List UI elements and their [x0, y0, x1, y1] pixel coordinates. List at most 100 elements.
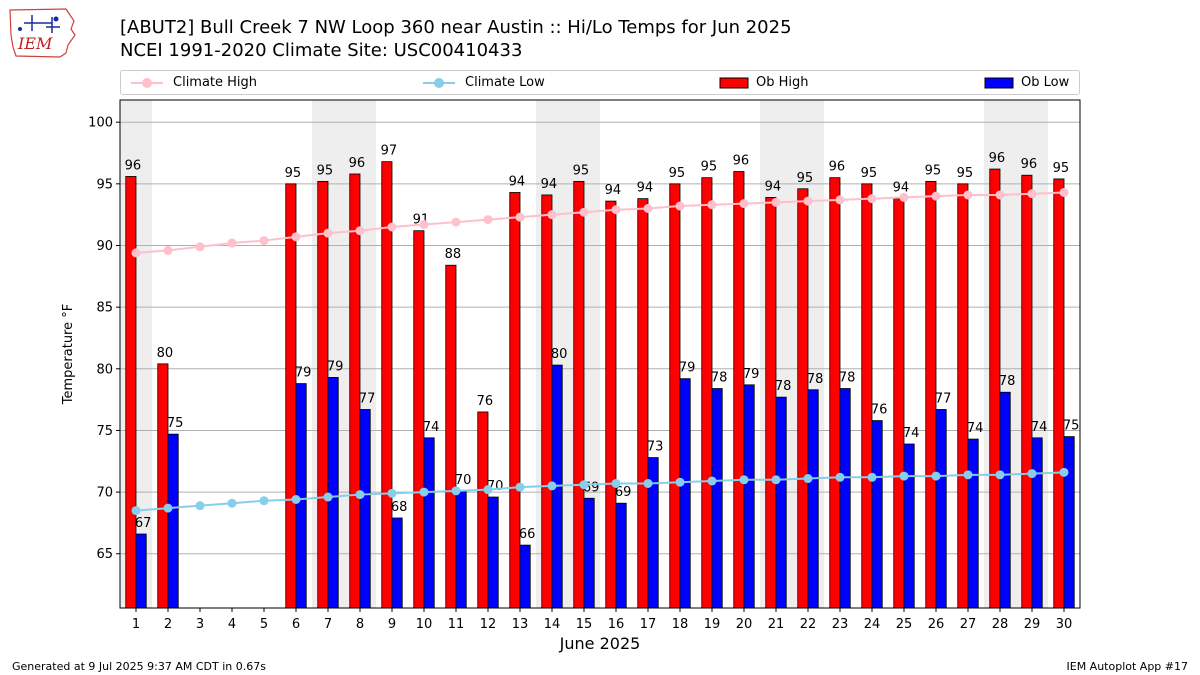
- ob-low-label: 79: [679, 361, 696, 376]
- y-tick-label: 95: [96, 177, 113, 192]
- ob-high-bar: [733, 171, 745, 609]
- ob-high-label: 96: [733, 154, 750, 169]
- climate-high-point: [579, 207, 589, 217]
- climate-low-point: [931, 471, 941, 481]
- x-tick-label: 12: [480, 617, 497, 632]
- ob-low-bar: [903, 443, 915, 609]
- climate-high-point: [259, 236, 269, 246]
- x-tick-label: 9: [388, 617, 396, 632]
- ob-low-label: 79: [327, 359, 344, 374]
- ob-high-bar: [861, 183, 873, 609]
- x-axis-label: June 2025: [559, 634, 641, 653]
- chart-title: [ABUT2] Bull Creek 7 NW Loop 360 near Au…: [120, 17, 792, 38]
- x-tick-label: 20: [736, 617, 753, 632]
- ob-high-bar: [573, 180, 585, 609]
- ob-high-bar: [285, 183, 297, 609]
- x-tick-label: 19: [704, 617, 721, 632]
- ob-low-bar: [519, 544, 531, 609]
- ob-high-label: 95: [701, 160, 718, 175]
- legend-label: Climate Low: [465, 75, 545, 90]
- ob-high-label: 95: [861, 166, 878, 181]
- climate-high-point: [739, 199, 749, 209]
- ob-high-bar: [605, 200, 617, 609]
- climate-high-point: [675, 201, 685, 211]
- ob-low-label: 80: [551, 347, 568, 362]
- ob-high-bar: [509, 192, 521, 609]
- climate-high-point: [131, 248, 141, 258]
- climate-high-point: [643, 204, 653, 214]
- climate-low-point: [995, 470, 1005, 480]
- climate-high-point: [1059, 187, 1069, 197]
- y-tick-label: 70: [96, 486, 113, 501]
- ob-low-label: 70: [455, 473, 472, 488]
- ob-low-label: 74: [423, 420, 440, 435]
- y-tick-label: 80: [96, 362, 113, 377]
- ob-low-bar: [871, 420, 883, 609]
- ob-high-label: 95: [285, 166, 302, 181]
- climate-high-point: [419, 220, 429, 230]
- climate-low-point: [867, 472, 877, 482]
- climate-low-point: [131, 506, 141, 516]
- x-tick-label: 27: [960, 617, 977, 632]
- climate-low-point: [707, 476, 717, 486]
- ob-high-bar: [477, 411, 489, 609]
- climate-high-point: [963, 190, 973, 200]
- ob-low-bar: [775, 396, 787, 609]
- climate-low-point: [547, 481, 557, 491]
- ob-high-bar: [893, 198, 905, 609]
- ob-high-label: 96: [349, 156, 366, 171]
- ob-low-bar: [583, 497, 595, 609]
- climate-low-point: [1059, 467, 1069, 477]
- x-tick-label: 5: [260, 617, 268, 632]
- x-tick-label: 16: [608, 617, 625, 632]
- legend-marker-climate-high: [131, 78, 163, 88]
- x-tick-label: 22: [800, 617, 817, 632]
- ob-high-label: 88: [445, 247, 462, 262]
- x-tick-label: 10: [416, 617, 433, 632]
- y-tick-label: 90: [96, 239, 113, 254]
- chart-subtitle: NCEI 1991-2020 Climate Site: USC00410433: [120, 40, 523, 61]
- ob-low-label: 66: [519, 527, 536, 542]
- ob-low-bar: [807, 389, 819, 609]
- climate-low-point: [1027, 469, 1037, 479]
- ob-low-label: 74: [903, 426, 920, 441]
- climate-high-point: [803, 196, 813, 206]
- climate-low-point: [195, 501, 205, 511]
- x-tick-label: 18: [672, 617, 689, 632]
- climate-low-point: [963, 470, 973, 480]
- ob-high-label: 95: [669, 166, 686, 181]
- climate-high-point: [163, 245, 173, 255]
- legend-label: Climate High: [173, 75, 258, 90]
- x-tick-label: 7: [324, 617, 332, 632]
- ob-low-label: 78: [999, 374, 1016, 389]
- x-tick-label: 2: [164, 617, 172, 632]
- x-tick-label: 28: [992, 617, 1009, 632]
- ob-high-bar: [829, 177, 841, 609]
- climate-high-point: [291, 232, 301, 242]
- ob-low-bar: [327, 377, 339, 609]
- ob-low-bar: [999, 391, 1011, 609]
- legend-marker-climate-low: [423, 78, 455, 88]
- ob-high-bar: [637, 198, 649, 609]
- ob-high-label: 94: [605, 183, 622, 198]
- climate-low-point: [803, 474, 813, 484]
- x-tick-label: 8: [356, 617, 364, 632]
- ob-low-label: 73: [647, 440, 664, 455]
- climate-low-point: [259, 496, 269, 506]
- climate-high-point: [451, 217, 461, 227]
- x-tick-label: 24: [864, 617, 881, 632]
- climate-high-point: [227, 238, 237, 248]
- y-tick-label: 100: [88, 116, 113, 131]
- climate-high-point: [771, 197, 781, 207]
- ob-low-label: 75: [1063, 419, 1080, 434]
- climate-low-point: [163, 503, 173, 513]
- ob-high-bar: [1021, 174, 1033, 609]
- climate-high-point: [707, 200, 717, 210]
- ob-low-label: 77: [359, 391, 376, 406]
- climate-high-point: [931, 191, 941, 201]
- ob-high-bar: [445, 264, 457, 609]
- climate-low-point: [899, 471, 909, 481]
- ob-low-label: 75: [167, 416, 184, 431]
- climate-low-point: [739, 475, 749, 485]
- ob-high-label: 95: [573, 163, 590, 178]
